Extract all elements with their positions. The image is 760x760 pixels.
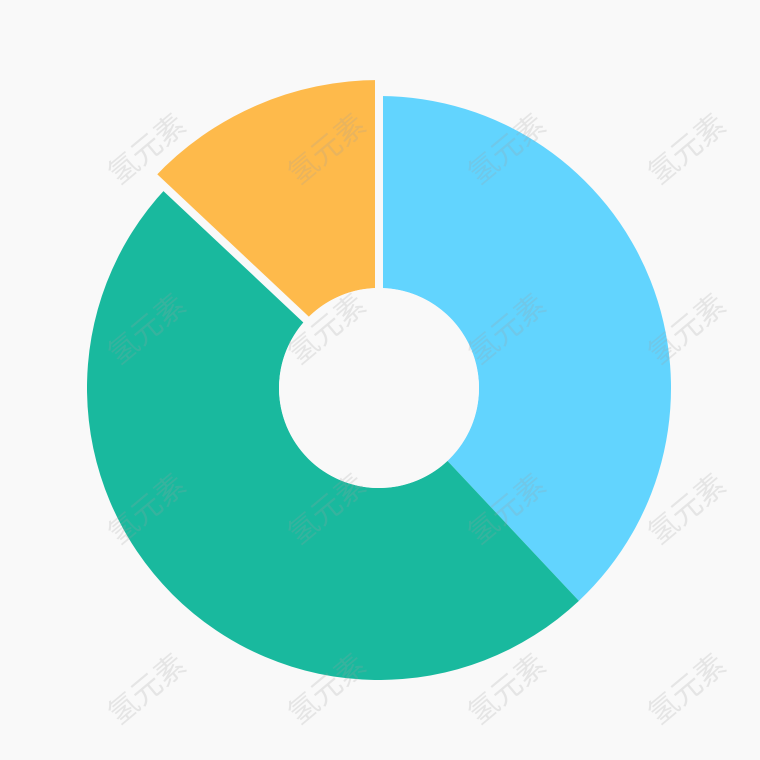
donut-slice-1: [86, 188, 579, 681]
slice-gap: [148, 171, 311, 324]
donut-slice-0: [379, 96, 671, 601]
donut-hole: [279, 288, 479, 488]
donut-slice-2: [154, 80, 379, 320]
